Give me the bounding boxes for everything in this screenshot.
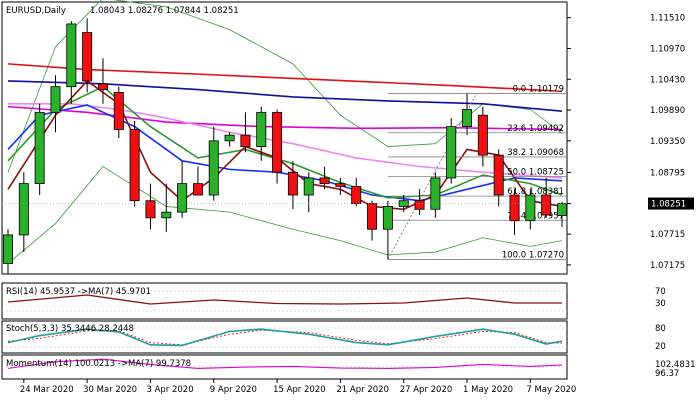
candle-body xyxy=(446,126,457,179)
fib-level-label-2: 38.2 1.09068 xyxy=(507,148,564,158)
date-axis: 24 Mar 2020 30 Mar 2020 3 Apr 2020 9 Apr 20… xyxy=(20,379,576,395)
date-tick-label-3: 9 Apr 2020 xyxy=(210,385,257,395)
candle-body xyxy=(430,177,441,210)
momentum-tick-high: 102.4831 xyxy=(655,360,696,370)
fib-level-label-5: 76.4 1.07957 xyxy=(507,211,564,221)
candle-body xyxy=(382,206,393,230)
stoch-tick-80: 80 xyxy=(655,324,666,334)
price-tick-label-1: 1.10970 xyxy=(650,44,685,54)
candle-body xyxy=(287,171,298,196)
candle-body xyxy=(82,32,93,82)
momentum-label: Momentum(14) 100.0213 ->MA(7) 99.7378 xyxy=(6,359,191,369)
rsi-line xyxy=(7,294,563,305)
candle-body xyxy=(541,194,552,216)
fibonacci-levels: 0.0 1.10179 23.6 1.09492 38.2 1.09068 50.0 … xyxy=(387,85,567,260)
candle-body xyxy=(18,183,29,236)
stoch-tick-20: 20 xyxy=(655,342,666,352)
price-tick-label-7: 1.07715 xyxy=(650,230,685,240)
fib-swing-line xyxy=(387,93,477,260)
candlesticks xyxy=(3,18,567,274)
stoch-main-line xyxy=(7,328,563,347)
candle-body xyxy=(224,134,235,142)
fib-level-label-6: 100.0 1.07270 xyxy=(502,250,564,260)
bollinger-lower-line xyxy=(7,165,563,264)
rsi-panel xyxy=(1,282,568,320)
fib-level-label-3: 50.0 1.08725 xyxy=(507,167,564,177)
candle-body xyxy=(525,194,536,222)
current-price-box xyxy=(648,197,694,210)
rsi-tick-70: 70 xyxy=(655,287,666,297)
candle-body xyxy=(493,154,504,196)
rsi-tick-30: 30 xyxy=(655,299,666,309)
date-tick-label-1: 30 Mar 2020 xyxy=(83,385,137,395)
candle-body xyxy=(240,134,251,147)
date-tick-label-0: 24 Mar 2020 xyxy=(20,385,74,395)
candle-body xyxy=(50,86,61,113)
momentum-line xyxy=(7,358,563,369)
candle-body xyxy=(319,177,330,185)
candle-body xyxy=(303,177,314,196)
candle-body xyxy=(145,200,156,219)
price-tick-label-2: 1.10430 xyxy=(650,75,685,85)
candle-body xyxy=(256,111,267,147)
candle-body xyxy=(509,194,520,222)
indicator-lines xyxy=(2,290,567,369)
date-tick-label-5: 21 Apr 2020 xyxy=(336,385,389,395)
candle-body xyxy=(398,200,409,207)
date-tick-label-8: 7 May 2020 xyxy=(526,385,576,395)
candle-body xyxy=(129,129,140,202)
candle-body xyxy=(34,111,45,185)
current-price-label: 1.08251 xyxy=(651,200,686,210)
candle-body xyxy=(367,203,378,230)
candle-body xyxy=(351,186,362,204)
price-tick-label-3: 1.09890 xyxy=(650,106,685,116)
price-tick-label-0: 1.11510 xyxy=(650,14,685,24)
momentum-tick-low: 96.37 xyxy=(655,369,679,379)
candle-body xyxy=(97,83,108,90)
date-tick-label-4: 15 Apr 2020 xyxy=(273,385,326,395)
candle-body xyxy=(66,23,77,88)
candle-body xyxy=(414,200,425,210)
stoch-label: Stoch(5,3,3) 35.3446 28.2448 xyxy=(6,324,134,334)
candle-body xyxy=(335,183,346,187)
price-tick-label-8: 1.07175 xyxy=(650,261,685,271)
price-axis: 1.11510 1.10970 1.10430 1.09890 1.09350 1.087… xyxy=(2,14,694,271)
chart-symbol-label: EURUSD,Daily xyxy=(6,6,66,16)
date-tick-label-2: 3 Apr 2020 xyxy=(146,385,193,395)
candle-body xyxy=(113,91,124,130)
rsi-label: RSI(14) 45.9537 ->MA(7) 45.9701 xyxy=(6,287,151,297)
date-tick-label-6: 27 Apr 2020 xyxy=(400,385,453,395)
main-price-panel xyxy=(1,1,568,275)
stoch-panel xyxy=(1,320,568,354)
candle-body xyxy=(477,114,488,156)
candle-body xyxy=(272,111,283,173)
candle-body xyxy=(3,234,13,264)
price-tick-label-4: 1.09350 xyxy=(650,137,685,147)
candle-body xyxy=(161,211,172,219)
fib-level-label-4: 61.8 1.08381 xyxy=(507,187,564,197)
date-tick-label-7: 1 May 2020 xyxy=(463,385,513,395)
price-tick-label-5: 1.08795 xyxy=(650,168,685,178)
fib-level-label-0: 0.0 1.10179 xyxy=(513,85,564,95)
candle-body xyxy=(208,140,219,196)
candle-body xyxy=(192,183,203,196)
candle-body xyxy=(557,203,567,216)
fib-level-label-1: 23.6 1.09492 xyxy=(507,124,564,134)
candle-body xyxy=(462,109,473,127)
candle-body xyxy=(177,183,188,213)
chart-ohlc-readout: 1.08043 1.08276 1.07844 1.08251 xyxy=(90,6,239,16)
